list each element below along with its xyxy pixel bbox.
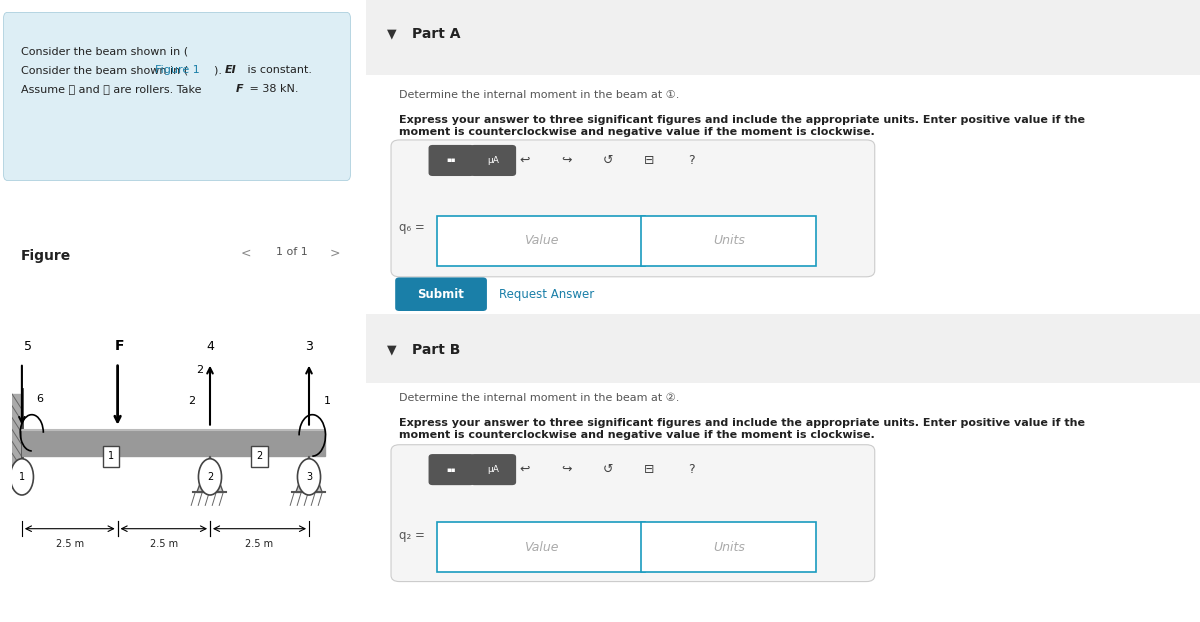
FancyBboxPatch shape (470, 454, 516, 485)
Text: Submit: Submit (418, 288, 464, 300)
Text: ↪: ↪ (560, 463, 571, 476)
Bar (251, 446, 268, 466)
Text: 2.5 m: 2.5 m (246, 539, 274, 549)
Text: 3: 3 (305, 340, 313, 353)
Text: ?: ? (688, 154, 695, 167)
Text: ▪▪: ▪▪ (446, 466, 456, 473)
Text: 4: 4 (206, 340, 214, 353)
Text: 2.5 m: 2.5 m (150, 539, 178, 549)
Text: Value: Value (524, 541, 558, 554)
Circle shape (198, 459, 222, 495)
Text: 2: 2 (257, 451, 263, 461)
Text: ⊟: ⊟ (644, 154, 655, 167)
Text: ▼: ▼ (386, 28, 396, 40)
Text: Determine the internal moment in the beam at ①.: Determine the internal moment in the bea… (400, 90, 679, 100)
Text: q₆ =: q₆ = (400, 221, 425, 233)
FancyBboxPatch shape (428, 145, 474, 176)
Text: = 38 kN.: = 38 kN. (246, 84, 299, 94)
Text: 1 of 1: 1 of 1 (276, 247, 308, 257)
FancyBboxPatch shape (641, 216, 816, 266)
Text: 2.5 m: 2.5 m (55, 539, 84, 549)
Text: ↩: ↩ (520, 463, 529, 476)
Text: is constant.: is constant. (245, 65, 312, 75)
Text: ↺: ↺ (602, 463, 613, 476)
FancyBboxPatch shape (428, 454, 474, 485)
Text: 1: 1 (19, 472, 25, 482)
Text: Express your answer to three significant figures and include the appropriate uni: Express your answer to three significant… (400, 418, 1085, 440)
FancyBboxPatch shape (366, 314, 1200, 383)
FancyBboxPatch shape (366, 0, 1200, 299)
Text: q₂ =: q₂ = (400, 529, 425, 542)
FancyBboxPatch shape (4, 12, 350, 180)
Text: Part B: Part B (412, 343, 461, 356)
FancyBboxPatch shape (437, 522, 646, 572)
Text: Units: Units (713, 234, 745, 247)
Text: Value: Value (524, 234, 558, 247)
Text: >: > (329, 247, 340, 260)
Text: ↺: ↺ (602, 154, 613, 167)
Text: F: F (235, 84, 244, 94)
Text: 5: 5 (24, 340, 32, 353)
Circle shape (11, 459, 34, 495)
Bar (22, 430, 325, 456)
FancyBboxPatch shape (641, 522, 816, 572)
Text: <: < (241, 247, 251, 260)
Text: ▼: ▼ (386, 343, 396, 356)
Text: ?: ? (688, 463, 695, 476)
Text: F: F (114, 339, 124, 353)
Circle shape (298, 459, 320, 495)
Text: 6: 6 (36, 394, 43, 404)
Text: Determine the internal moment in the beam at ②.: Determine the internal moment in the bea… (400, 393, 679, 403)
FancyBboxPatch shape (391, 140, 875, 277)
Polygon shape (197, 456, 223, 493)
Text: Consider the beam shown in (: Consider the beam shown in ( (22, 65, 188, 75)
Text: 2: 2 (188, 396, 196, 406)
Text: ↩: ↩ (520, 154, 529, 167)
FancyBboxPatch shape (470, 145, 516, 176)
Text: μA: μA (487, 465, 499, 474)
Text: Consider the beam shown in (: Consider the beam shown in ( (22, 47, 188, 57)
Text: 3: 3 (306, 472, 312, 482)
Text: Consider the beam shown in (Figure 1): Consider the beam shown in (Figure 1) (22, 47, 238, 57)
FancyBboxPatch shape (437, 216, 646, 266)
Text: Figure 1: Figure 1 (155, 65, 200, 75)
Text: Express your answer to three significant figures and include the appropriate uni: Express your answer to three significant… (400, 115, 1085, 137)
Text: Assume Ⓐ and Ⓑ are rollers. Take: Assume Ⓐ and Ⓑ are rollers. Take (22, 84, 205, 94)
Text: Figure: Figure (22, 249, 72, 263)
Text: EI: EI (224, 65, 236, 75)
Text: ⊟: ⊟ (644, 463, 655, 476)
Text: 1: 1 (108, 451, 114, 461)
Text: 2: 2 (206, 472, 214, 482)
Text: Units: Units (713, 541, 745, 554)
Text: μA: μA (487, 156, 499, 165)
Text: Part A: Part A (412, 27, 461, 41)
FancyBboxPatch shape (395, 277, 487, 311)
Text: ▪▪: ▪▪ (446, 157, 456, 164)
Polygon shape (295, 456, 322, 493)
Text: 1: 1 (324, 396, 331, 406)
Bar (12, 394, 22, 477)
Bar (103, 446, 119, 466)
FancyBboxPatch shape (366, 0, 1200, 75)
Text: Request Answer: Request Answer (499, 288, 595, 300)
Text: 2: 2 (197, 365, 204, 375)
FancyBboxPatch shape (391, 445, 875, 582)
Text: ).: ). (214, 65, 226, 75)
Text: ↪: ↪ (560, 154, 571, 167)
